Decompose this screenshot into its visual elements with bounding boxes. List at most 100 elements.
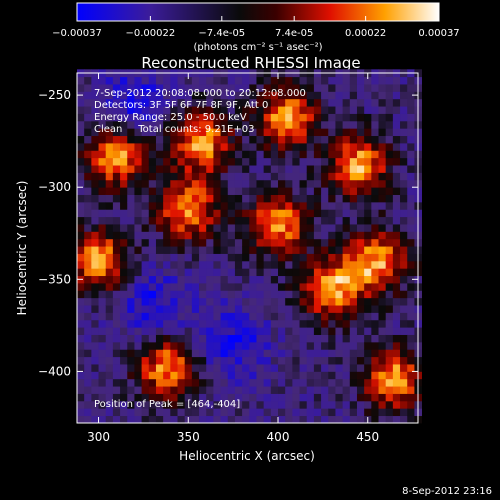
heatmap-cell <box>335 290 344 299</box>
heatmap-cell <box>220 260 229 269</box>
heatmap-cell <box>127 364 135 372</box>
heatmap-cell <box>349 246 358 254</box>
heatmap-cell <box>220 341 229 350</box>
heatmap-cell <box>278 150 286 159</box>
heatmap-cell <box>141 246 150 254</box>
heatmap-cell <box>77 135 85 144</box>
heatmap-cell <box>134 334 143 343</box>
heatmap-cell <box>392 135 401 144</box>
heatmap-cell <box>392 319 401 328</box>
heatmap-cell <box>400 283 408 291</box>
heatmap-cell <box>364 98 372 107</box>
heatmap-cell <box>242 76 250 85</box>
heatmap-cell <box>321 106 329 114</box>
heatmap-cell <box>242 238 250 247</box>
heatmap-cell <box>270 209 279 218</box>
heatmap-cell <box>278 371 286 380</box>
heatmap-cell <box>285 179 293 188</box>
heatmap-cell <box>242 172 250 181</box>
heatmap-cell <box>306 260 315 269</box>
heatmap-cell <box>249 297 257 306</box>
heatmap-cell <box>313 297 322 306</box>
heatmap-cell <box>400 312 408 321</box>
heatmap-cell <box>98 312 107 321</box>
heatmap-cell <box>213 371 221 380</box>
heatmap-cell <box>163 187 171 195</box>
heatmap-cell <box>134 157 143 166</box>
heatmap-cell <box>91 253 99 262</box>
heatmap-cell <box>335 179 344 188</box>
heatmap-cell <box>177 128 186 137</box>
heatmap-cell <box>371 120 379 129</box>
heatmap-cell <box>278 120 286 129</box>
heatmap-cell <box>98 268 107 277</box>
heatmap-cell <box>112 319 121 328</box>
heatmap-cell <box>84 113 92 122</box>
heatmap-cell <box>385 283 394 291</box>
heatmap-cell <box>313 400 322 409</box>
heatmap-cell <box>392 341 401 350</box>
heatmap-cell <box>84 120 92 129</box>
heatmap-cell <box>141 349 150 358</box>
heatmap-cell <box>242 268 250 277</box>
heatmap-cell <box>385 334 394 343</box>
heatmap-cell <box>234 275 243 284</box>
heatmap-cell <box>249 201 257 210</box>
heatmap-cell <box>227 268 236 277</box>
heatmap-cell <box>127 371 135 380</box>
heatmap-cell <box>278 283 286 291</box>
heatmap-cell <box>299 172 308 181</box>
heatmap-cell <box>263 283 272 291</box>
heatmap-cell <box>306 386 315 394</box>
heatmap-cell <box>120 194 128 203</box>
heatmap-cell <box>155 231 164 240</box>
heatmap-cell <box>148 341 157 350</box>
heatmap-cell <box>299 275 308 284</box>
heatmap-cell <box>77 393 85 402</box>
heatmap-cell <box>127 113 135 122</box>
heatmap-cell <box>112 341 121 350</box>
heatmap-cell <box>170 194 178 203</box>
heatmap-cell <box>256 84 265 92</box>
heatmap-cell <box>292 393 300 402</box>
heatmap-cell <box>306 371 315 380</box>
heatmap-cell <box>227 194 236 203</box>
heatmap-cell <box>306 224 315 232</box>
heatmap-cell <box>407 268 415 277</box>
heatmap-cell <box>306 187 315 195</box>
heatmap-cell <box>292 76 300 85</box>
heatmap-cell <box>112 312 121 321</box>
heatmap-cell <box>141 364 150 372</box>
heatmap-cell <box>342 408 351 417</box>
heatmap-cell <box>105 327 114 335</box>
heatmap-cell <box>242 106 250 114</box>
heatmap-cell <box>84 386 92 394</box>
heatmap-cell <box>299 76 308 85</box>
heatmap-cell <box>328 312 336 321</box>
heatmap-cell <box>191 165 200 173</box>
heatmap-cell <box>299 143 308 151</box>
heatmap-cell <box>292 224 300 232</box>
heatmap-cell <box>227 106 236 114</box>
heatmap-cell <box>385 209 394 218</box>
heatmap-cell <box>256 143 265 151</box>
heatmap-cell <box>234 378 243 387</box>
heatmap-cell <box>170 319 178 328</box>
heatmap-cell <box>385 128 394 137</box>
heatmap-cell <box>392 415 401 424</box>
heatmap-cell <box>270 327 279 335</box>
heatmap-cell <box>134 143 143 151</box>
heatmap-cell <box>306 120 315 129</box>
heatmap-cell <box>285 84 293 92</box>
heatmap-cell <box>199 201 207 210</box>
heatmap-cell <box>278 179 286 188</box>
heatmap-cell <box>328 378 336 387</box>
heatmap-cell <box>385 341 394 350</box>
heatmap-cell <box>328 179 336 188</box>
heatmap-cell <box>91 143 99 151</box>
heatmap-cell <box>242 393 250 402</box>
heatmap-cell <box>191 341 200 350</box>
heatmap-cell <box>98 400 107 409</box>
heatmap-cell <box>249 98 257 107</box>
heatmap-cell <box>328 341 336 350</box>
